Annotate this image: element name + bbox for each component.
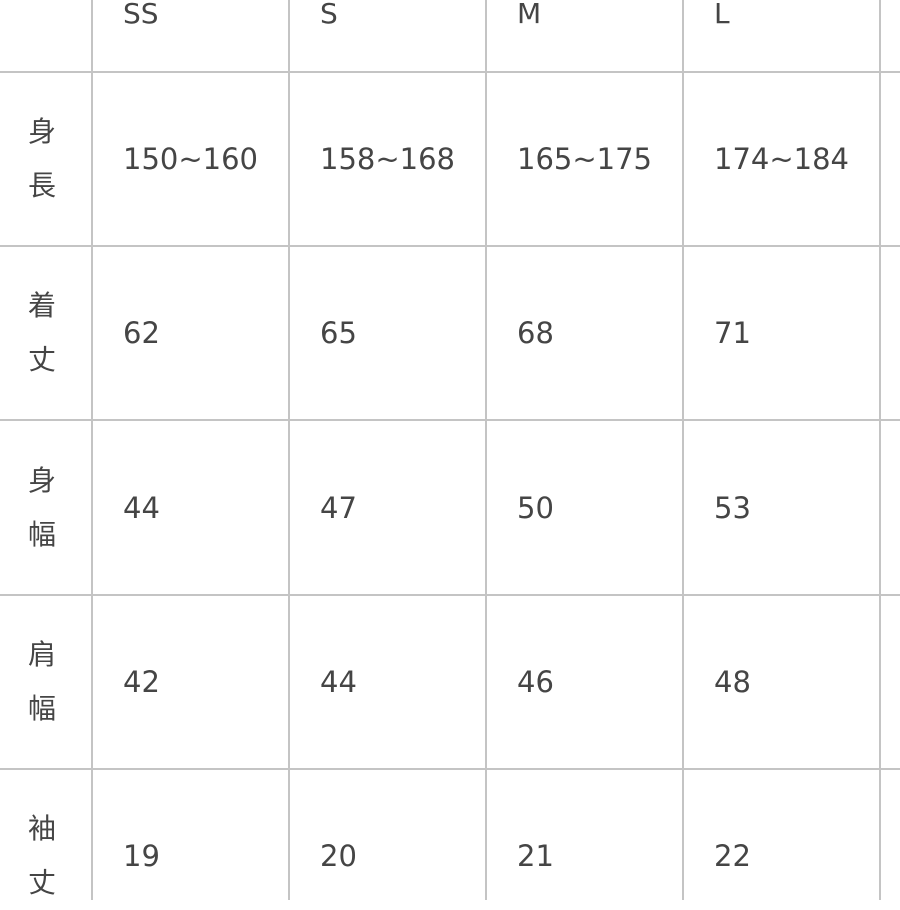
- grid-line: [0, 594, 900, 596]
- header-size-l: L: [714, 0, 730, 30]
- row-label: 着丈: [26, 279, 58, 387]
- row-label: 身長: [26, 105, 58, 213]
- row-label-char: 肩: [27, 638, 56, 671]
- table-cell: 150~160: [123, 142, 259, 176]
- table-cell: 158~168: [320, 142, 456, 176]
- row-label-char: 着: [27, 289, 56, 322]
- table-cell: 21: [517, 839, 554, 873]
- header-size-s: S: [320, 0, 338, 30]
- row-label-char: 長: [27, 169, 56, 202]
- row-label: 肩幅: [26, 628, 58, 736]
- grid-line: [288, 0, 290, 900]
- table-cell: 19: [123, 839, 160, 873]
- grid-line: [485, 0, 487, 900]
- table-cell: 174~184: [714, 142, 850, 176]
- header-size-ss: SS: [123, 0, 159, 30]
- table-cell: 44: [320, 665, 357, 699]
- row-label-char: 袖: [27, 812, 56, 845]
- table-cell: 20: [320, 839, 357, 873]
- row-label-char: 幅: [27, 692, 56, 725]
- table-cell: 71: [714, 316, 751, 350]
- grid-line: [0, 768, 900, 770]
- row-label: 袖丈: [26, 802, 58, 910]
- row-label-char: 幅: [27, 518, 56, 551]
- header-size-m: M: [517, 0, 542, 30]
- table-cell: 22: [714, 839, 751, 873]
- table-cell: 68: [517, 316, 554, 350]
- row-label-char: 丈: [27, 343, 56, 376]
- grid-line: [682, 0, 684, 900]
- table-cell: 165~175: [517, 142, 653, 176]
- grid-line: [879, 0, 881, 900]
- row-label-char: 身: [27, 115, 56, 148]
- grid-line: [0, 419, 900, 421]
- grid-line: [0, 71, 900, 73]
- row-label: 身幅: [26, 454, 58, 562]
- grid-line: [91, 0, 93, 900]
- table-cell: 50: [517, 491, 554, 525]
- grid-line: [0, 245, 900, 247]
- table-cell: 46: [517, 665, 554, 699]
- table-cell: 48: [714, 665, 751, 699]
- row-label-char: 身: [27, 464, 56, 497]
- table-cell: 65: [320, 316, 357, 350]
- table-cell: 42: [123, 665, 160, 699]
- table-cell: 47: [320, 491, 357, 525]
- table-cell: 44: [123, 491, 160, 525]
- table-cell: 62: [123, 316, 160, 350]
- table-cell: 53: [714, 491, 751, 525]
- row-label-char: 丈: [27, 866, 56, 899]
